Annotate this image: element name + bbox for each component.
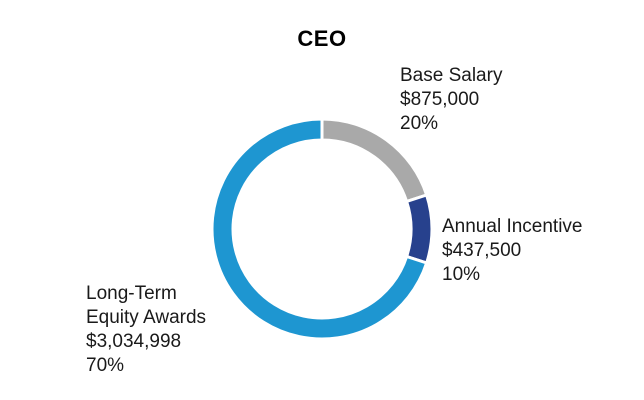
slice-annual-incentive [404,193,434,265]
label-annual-incentive-amount: $437,500 [442,240,522,261]
label-base-salary-name: Base Salary [400,65,503,86]
slice-long-term-equity [210,117,429,341]
label-long-term-equity-name-line1: Long-Term [86,283,177,304]
label-base-salary: Base Salary $875,000 20% [400,64,502,136]
chart-title: CEO [297,26,347,51]
label-annual-incentive-name: Annual Incentive [442,216,583,237]
label-long-term-equity-percent: 70% [86,355,125,376]
label-annual-incentive: Annual Incentive $437,500 10% [442,215,583,287]
label-long-term-equity-name-line2: Equity Awards [86,307,207,328]
label-annual-incentive-percent: 10% [442,264,481,285]
label-long-term-equity-amount: $3,034,998 [86,331,182,352]
label-base-salary-amount: $875,000 [400,89,480,110]
label-base-salary-percent: 20% [400,113,439,134]
label-long-term-equity: Long-Term Equity Awards $3,034,998 70% [86,282,206,378]
